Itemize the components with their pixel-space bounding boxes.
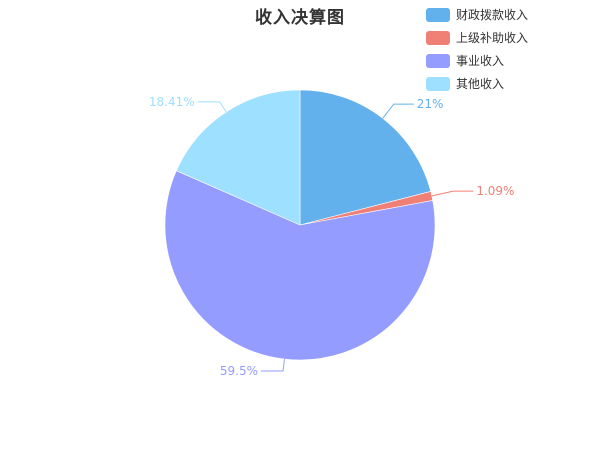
label-leader-line <box>197 101 227 113</box>
legend-label: 财政拨款收入 <box>456 8 529 22</box>
legend-label: 其他收入 <box>456 77 505 91</box>
chart-title: 收入决算图 <box>255 8 345 28</box>
slice-data-label: 59.5% <box>220 364 258 378</box>
pie-slice[interactable] <box>164 170 436 361</box>
pie-slice[interactable] <box>299 89 432 226</box>
legend-item[interactable]: 其他收入 <box>426 72 528 95</box>
slice-data-label: 21% <box>417 97 444 111</box>
label-leader-line <box>382 103 414 119</box>
legend-item[interactable]: 事业收入 <box>426 49 528 72</box>
label-leader-line <box>261 359 285 372</box>
legend-item[interactable]: 财政拨款收入 <box>426 3 528 26</box>
legend-label: 上级补助收入 <box>456 31 529 45</box>
chart-legend: 财政拨款收入 上级补助收入 事业收入 其他收入 <box>426 3 528 95</box>
legend-swatch <box>426 53 450 68</box>
label-leader-line <box>431 190 474 197</box>
legend-swatch <box>426 7 450 22</box>
pie-slice[interactable] <box>176 89 301 226</box>
slice-data-label: 18.41% <box>149 95 195 109</box>
legend-swatch <box>426 30 450 45</box>
legend-item[interactable]: 上级补助收入 <box>426 26 528 49</box>
slice-data-label: 1.09% <box>476 184 514 198</box>
legend-label: 事业收入 <box>456 54 505 68</box>
legend-swatch <box>426 76 450 91</box>
